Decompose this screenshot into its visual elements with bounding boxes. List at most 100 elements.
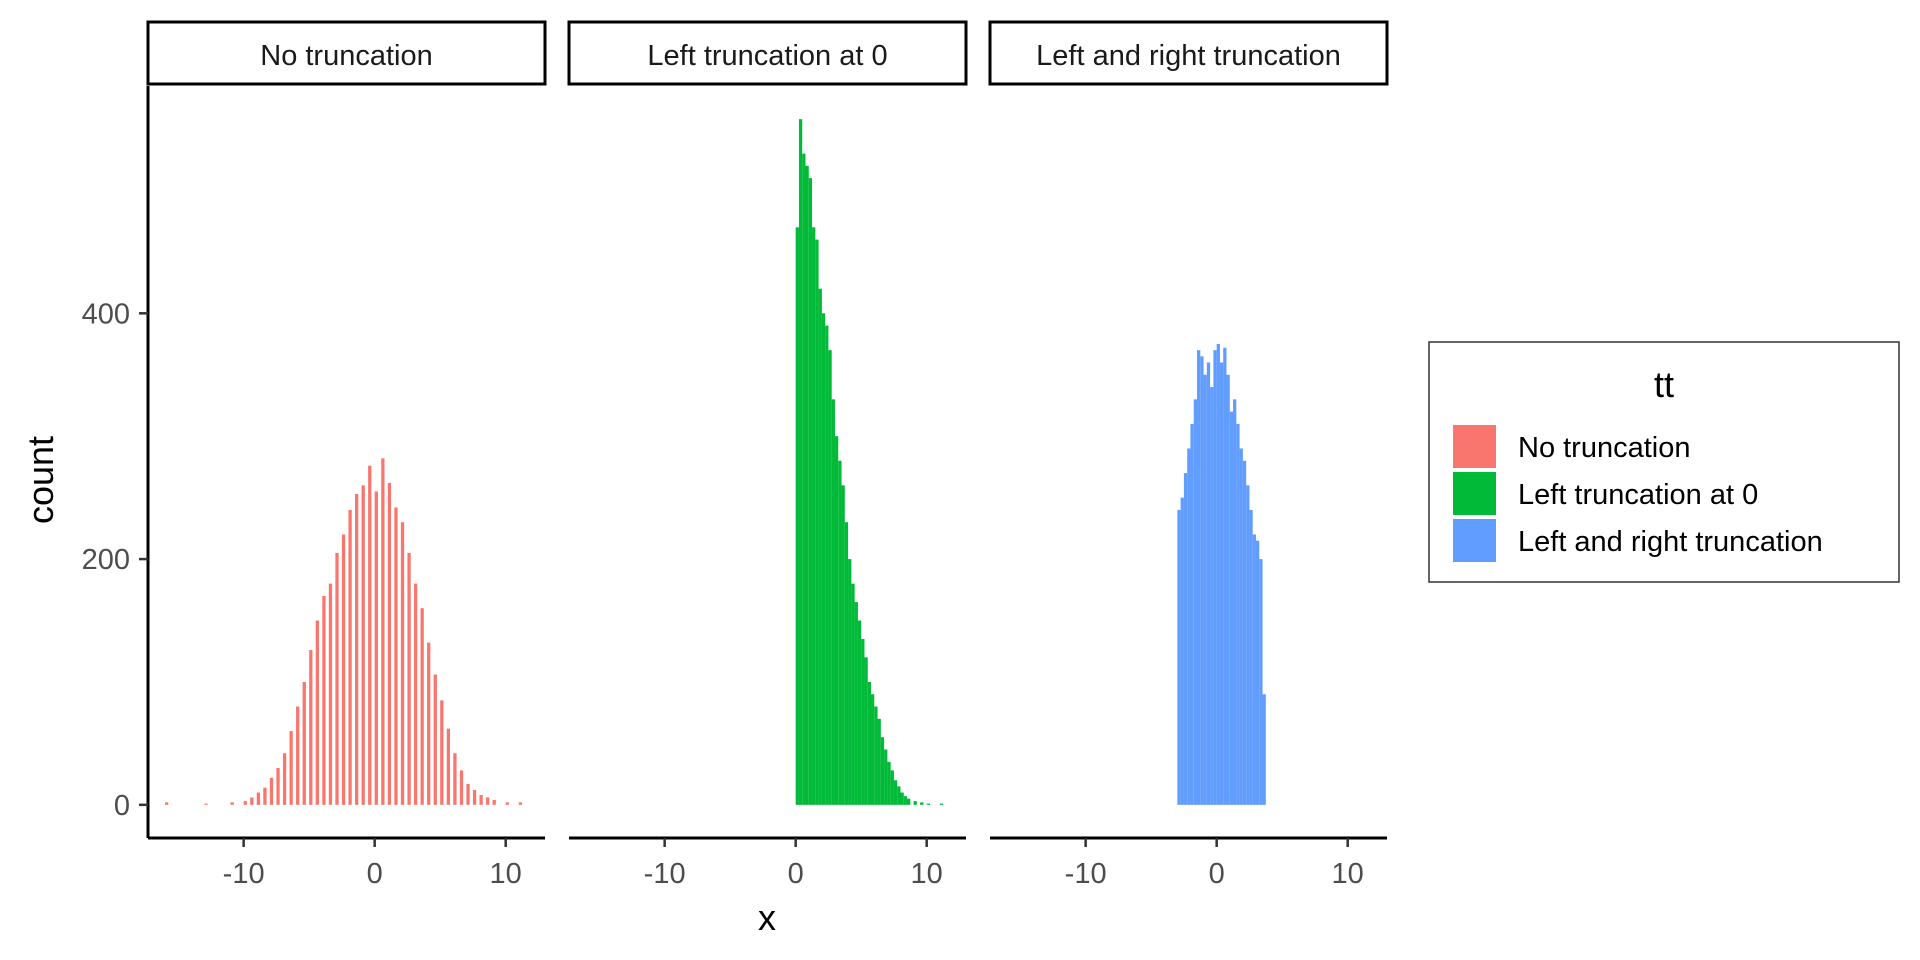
histogram-bar	[1233, 399, 1237, 805]
legend: tt No truncation Left truncation at 0 Left …	[1428, 341, 1900, 583]
histogram-bar	[1219, 362, 1224, 805]
histogram-bar	[1223, 347, 1227, 805]
x-tick-label: 0	[367, 858, 383, 890]
histogram-bar	[296, 706, 300, 805]
x-axis-title: x	[758, 897, 776, 938]
histogram-bar	[335, 552, 339, 805]
histogram-bar	[874, 706, 878, 805]
histogram-bar	[505, 802, 509, 805]
histogram-bar	[795, 227, 799, 805]
x-tick-label: 10	[1332, 858, 1364, 890]
histogram-bar	[309, 650, 313, 805]
histogram-bar	[897, 786, 901, 805]
facet-strip	[567, 20, 968, 86]
facet-strip-label: No truncation	[260, 40, 433, 72]
x-tick-label: -10	[644, 858, 686, 890]
histogram-bar	[269, 777, 274, 805]
facet-strip	[988, 20, 1389, 86]
histogram-bar	[907, 798, 911, 805]
histogram-bar	[802, 153, 806, 805]
histogram-bar	[387, 482, 392, 805]
histogram-bar	[381, 458, 385, 805]
facet-panel: No truncation -10 0 10	[146, 20, 547, 890]
histogram-bar	[1239, 448, 1243, 805]
histogram-bar	[394, 507, 398, 805]
histogram-bar	[1255, 540, 1260, 805]
legend-key	[1453, 519, 1496, 562]
histogram-bar	[1249, 509, 1253, 805]
histogram-bar	[1259, 559, 1263, 805]
legend-item: Left and right truncation	[1453, 519, 1823, 562]
x-tick-label: 10	[490, 858, 522, 890]
histogram-bar	[887, 761, 891, 805]
histogram-bar	[479, 794, 483, 805]
legend-key	[1453, 472, 1496, 515]
histogram-bar	[368, 465, 372, 805]
histogram-bar	[427, 642, 431, 805]
histogram-bar	[867, 681, 872, 805]
facet-panel: Left truncation at 0 -10 0 10	[567, 20, 968, 890]
histogram-bar	[204, 803, 208, 805]
histogram-bar	[263, 787, 267, 805]
histogram-bar	[282, 753, 287, 805]
histogram-bar	[848, 559, 852, 805]
histogram-bar	[315, 620, 319, 805]
histogram-bar	[420, 608, 424, 805]
histogram-bar	[407, 552, 411, 805]
histogram-bar	[834, 436, 839, 805]
histogram-bar	[821, 313, 826, 805]
legend-item: Left truncation at 0	[1453, 472, 1758, 515]
histogram-bar	[1203, 374, 1207, 805]
facet-panel: Left and right truncation -10 0 10	[988, 20, 1389, 890]
histogram-bars	[165, 458, 523, 805]
histogram-bar	[348, 509, 352, 805]
y-axis-title: count	[20, 436, 61, 524]
histogram-bar	[165, 802, 169, 805]
histogram-bar	[459, 770, 464, 805]
histogram-bar	[355, 493, 359, 805]
histogram-bar	[838, 460, 842, 805]
histogram-bar	[1190, 423, 1194, 805]
facet-strip-label: Left and right truncation	[1036, 40, 1341, 72]
histogram-bar	[302, 681, 306, 805]
histogram-bar	[1236, 423, 1240, 805]
histogram-bar	[341, 534, 346, 805]
histogram-bar	[374, 491, 378, 805]
histogram-bar	[861, 638, 865, 805]
x-tick-label: 0	[788, 858, 804, 890]
histogram-bar	[1210, 387, 1214, 805]
y-tick-label: 400	[82, 298, 130, 330]
histogram-bar	[1183, 473, 1188, 805]
x-tick-label: 0	[1209, 858, 1225, 890]
histogram-bar	[880, 737, 885, 805]
legend-key	[1453, 425, 1496, 468]
legend-item: No truncation	[1453, 425, 1691, 468]
histogram-bar	[1197, 350, 1201, 805]
histogram-bar	[518, 802, 523, 805]
histogram-bar	[798, 119, 803, 805]
histogram-bar	[276, 767, 280, 805]
x-tick-label: -10	[1065, 858, 1107, 890]
histogram-bar	[486, 797, 490, 805]
histogram-bar	[1213, 350, 1217, 805]
histogram-bar	[884, 749, 888, 805]
histogram-bars	[795, 119, 944, 805]
histogram-bar	[805, 165, 809, 805]
histogram-bar	[1262, 694, 1266, 805]
legend-title: tt	[1654, 364, 1674, 405]
histogram-bar	[1246, 485, 1250, 805]
histogram-bar	[1242, 460, 1247, 805]
histogram-bar	[1226, 374, 1230, 805]
histogram-bar	[939, 803, 944, 805]
histogram-bar	[841, 485, 845, 805]
histogram-bar	[492, 799, 496, 805]
x-tick-label: 10	[911, 858, 943, 890]
histogram-bar	[1216, 344, 1220, 805]
x-tick-label: -10	[223, 858, 265, 890]
facet-strip	[146, 20, 547, 86]
histogram-bar	[472, 790, 477, 805]
histogram-bar	[877, 718, 881, 805]
legend-label: Left truncation at 0	[1518, 479, 1758, 511]
histogram-bar	[413, 583, 418, 805]
